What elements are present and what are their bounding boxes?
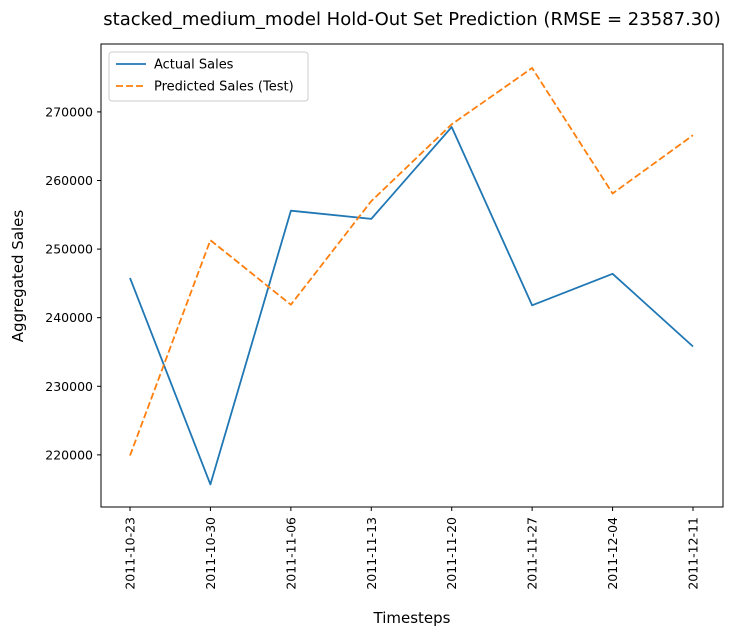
y-axis-label: Aggregated Sales	[9, 210, 27, 343]
chart-title: stacked_medium_model Hold-Out Set Predic…	[103, 9, 720, 30]
x-tick-label: 2011-12-04	[605, 517, 620, 590]
legend-box	[108, 51, 309, 102]
x-tick-label: 2011-10-23	[123, 517, 138, 590]
plot-area	[100, 43, 724, 508]
y-tick-label: 240000	[45, 310, 93, 325]
x-tick-label: 2011-12-11	[686, 517, 701, 590]
y-tick-label: 270000	[45, 104, 93, 119]
series-layer	[129, 67, 694, 486]
y-tick-label: 230000	[45, 379, 93, 394]
x-tick-label: 2011-10-30	[203, 517, 218, 590]
y-tick-label: 220000	[45, 447, 93, 462]
x-tick-label: 2011-11-13	[364, 517, 379, 590]
x-tick-label: 2011-11-20	[444, 517, 459, 590]
x-axis: 2011-10-23 2011-10-30 2011-11-06 2011-11-13…	[123, 507, 701, 590]
y-axis: 220000 230000 240000 250000 260000 270000	[45, 104, 101, 462]
legend-entry: Predicted Sales (Test)	[154, 80, 294, 95]
legend: Actual Sales Predicted Sales (Test)	[108, 51, 309, 102]
y-tick-label: 260000	[45, 173, 93, 188]
y-tick-label: 250000	[45, 242, 93, 257]
x-axis-label: Timesteps	[373, 609, 451, 627]
x-tick-label: 2011-11-27	[525, 517, 540, 590]
series-line-actual-sales	[129, 126, 694, 486]
x-tick-label: 2011-11-06	[283, 517, 298, 590]
legend-entry: Actual Sales	[154, 58, 234, 73]
